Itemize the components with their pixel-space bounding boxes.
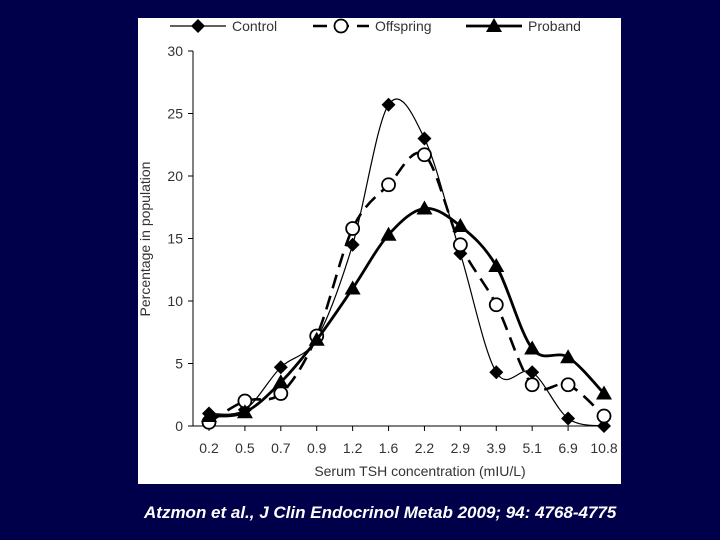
data-point-proband (416, 200, 433, 215)
x-tick-label: 0.7 (271, 440, 291, 456)
data-point-proband (560, 349, 577, 364)
data-point-control (345, 237, 360, 252)
y-axis-label: Percentage in population (138, 162, 153, 317)
data-point-proband (452, 218, 469, 232)
data-point-proband (380, 226, 397, 241)
series-proband (201, 200, 612, 422)
x-tick-label: 10.8 (590, 440, 617, 456)
series-layer (201, 97, 612, 433)
data-point-control (417, 131, 432, 146)
x-tick-label: 6.9 (558, 440, 578, 456)
y-tick-label: 20 (167, 168, 183, 184)
data-point-offspring (273, 386, 289, 401)
legend-item-proband: Proband (466, 18, 581, 34)
data-point-proband (308, 331, 325, 346)
data-point-offspring (596, 408, 612, 424)
data-point-offspring (381, 177, 396, 193)
axes: 0 5 10 15 20 25 30 0.2 0.5 0.7 0.9 1.2 1.6 2.2 2.9 3.9 5… (167, 43, 617, 456)
data-point-control (561, 411, 576, 426)
data-point-offspring (560, 377, 576, 393)
legend-label-proband: Proband (528, 18, 581, 34)
series-line-proband (208, 207, 606, 418)
legend: Control Offspring Proband (170, 18, 581, 34)
x-tick-label: 1.6 (379, 440, 399, 456)
data-point-offspring (488, 297, 504, 313)
legend-marker-offspring (333, 18, 349, 34)
data-point-control (489, 365, 504, 380)
x-tick-label: 0.5 (235, 440, 255, 456)
x-tick-label: 1.2 (343, 440, 363, 456)
y-tick-label: 25 (167, 106, 183, 122)
citation: Atzmon et al., J Clin Endocrinol Metab 2… (144, 503, 617, 522)
data-point-proband (524, 340, 541, 355)
legend-label-offspring: Offspring (375, 18, 432, 34)
series-offspring (201, 147, 612, 430)
data-point-proband (596, 385, 612, 400)
y-tick-label: 15 (167, 231, 183, 247)
y-tick-label: 0 (175, 418, 183, 434)
legend-item-control: Control (170, 18, 277, 34)
legend-marker-proband (486, 18, 502, 32)
data-point-offspring (524, 377, 540, 393)
data-point-proband (488, 258, 505, 272)
x-tick-label: 5.1 (522, 440, 542, 456)
x-axis-label: Serum TSH concentration (mIU/L) (314, 463, 525, 479)
chart-panel: Control Offspring Proband 0 5 10 15 20 25 30 0.2 0… (138, 18, 621, 484)
data-point-proband (344, 280, 361, 295)
data-point-proband (236, 404, 253, 419)
data-point-control (525, 365, 540, 380)
x-tick-label: 2.9 (451, 440, 471, 456)
x-tick-label: 0.9 (307, 440, 327, 456)
legend-label-control: Control (232, 18, 277, 34)
y-tick-label: 30 (167, 43, 183, 59)
data-point-proband (201, 408, 217, 422)
data-point-offspring (452, 237, 468, 253)
x-tick-label: 3.9 (487, 440, 507, 456)
series-control (202, 97, 611, 433)
data-point-proband (272, 374, 289, 389)
data-point-control (381, 97, 396, 112)
y-tick-label: 5 (175, 356, 183, 372)
data-point-offspring (417, 147, 432, 163)
legend-marker-control (191, 19, 205, 33)
legend-item-offspring: Offspring (313, 18, 432, 34)
x-tick-label: 0.2 (199, 440, 219, 456)
data-point-control (273, 360, 288, 375)
data-point-offspring (345, 221, 361, 236)
x-tick-label: 2.2 (415, 440, 435, 456)
y-tick-label: 10 (167, 293, 183, 309)
series-line-control (208, 98, 605, 427)
